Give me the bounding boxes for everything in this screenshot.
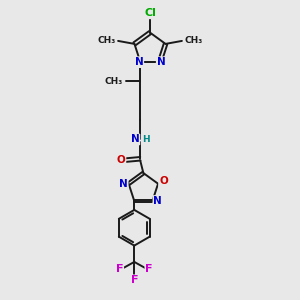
- Text: N: N: [134, 57, 143, 67]
- Text: CH₃: CH₃: [105, 77, 123, 86]
- Text: F: F: [130, 275, 138, 285]
- Text: Cl: Cl: [144, 8, 156, 18]
- Text: CH₃: CH₃: [184, 36, 202, 45]
- Text: N: N: [119, 179, 128, 189]
- Text: CH₃: CH₃: [98, 36, 116, 45]
- Text: O: O: [117, 155, 125, 165]
- Text: F: F: [116, 264, 123, 274]
- Text: N: N: [153, 196, 162, 206]
- Text: H: H: [142, 135, 150, 144]
- Text: N: N: [157, 57, 166, 67]
- Text: O: O: [159, 176, 168, 186]
- Text: F: F: [146, 264, 153, 274]
- Text: N: N: [131, 134, 140, 144]
